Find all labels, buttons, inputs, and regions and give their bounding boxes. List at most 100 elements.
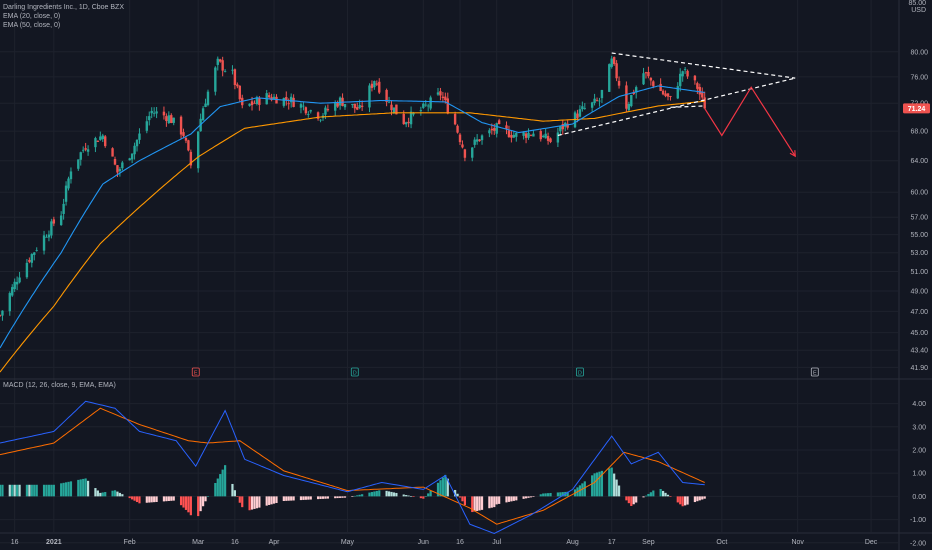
time-tick-label: Oct xyxy=(716,539,727,546)
candle-body xyxy=(490,128,494,131)
candle-body xyxy=(559,126,562,132)
candle-body xyxy=(598,100,601,102)
candle-body xyxy=(407,121,410,124)
candle-body xyxy=(544,133,547,139)
candle-body xyxy=(148,116,151,121)
candle-body xyxy=(8,293,11,312)
triangle-lower-line xyxy=(557,77,796,137)
macd-histogram-bar xyxy=(635,496,638,503)
macd-histogram-bar xyxy=(436,482,440,497)
candle-body xyxy=(338,97,342,106)
macd-histogram-bar xyxy=(179,496,183,506)
candle-body xyxy=(307,114,310,115)
macd-tick-label: 3.00 xyxy=(912,424,926,431)
macd-histogram-bar xyxy=(610,467,613,497)
macd-histogram-bar xyxy=(170,496,173,501)
candle-body xyxy=(532,133,535,137)
macd-histogram-bar xyxy=(473,496,476,512)
candle-body xyxy=(495,123,498,134)
ema50-legend: EMA (50, close, 0) xyxy=(3,22,61,29)
macd-histogram-bar xyxy=(8,484,11,497)
macd-histogram-bar xyxy=(84,478,87,497)
candle-body xyxy=(238,85,241,100)
candle-body xyxy=(233,69,237,86)
macd-histogram-bar xyxy=(647,493,650,497)
macd-histogram-bar xyxy=(368,492,371,497)
candle-body xyxy=(304,107,308,114)
macd-histogram-bar xyxy=(630,496,633,506)
candle-body xyxy=(28,260,31,262)
macd-histogram-bar xyxy=(676,496,679,503)
time-tick-label: 16 xyxy=(231,539,239,546)
candle-body xyxy=(50,221,53,236)
candle-body xyxy=(539,131,542,140)
macd-histogram-bar xyxy=(150,496,153,503)
macd-histogram-bar xyxy=(0,484,2,497)
candle-body xyxy=(155,111,158,114)
grid-lines xyxy=(0,0,898,544)
macd-histogram-bar xyxy=(172,496,175,501)
macd-histogram-bar xyxy=(77,479,80,497)
candle-body xyxy=(145,121,149,131)
candle-body xyxy=(316,112,320,119)
price-top-label: 85.00 xyxy=(908,0,926,7)
candle-body xyxy=(360,105,364,107)
candle-body xyxy=(96,140,100,142)
event-marker-label: D xyxy=(353,371,357,377)
candle-body xyxy=(441,96,445,99)
event-marker-label: E xyxy=(194,371,198,377)
macd-histogram-bar xyxy=(632,496,635,505)
macd-histogram-bar xyxy=(316,496,320,500)
macd-histogram-bar xyxy=(598,471,601,497)
macd-histogram-bar xyxy=(118,492,121,497)
candle-body xyxy=(505,125,508,129)
candle-body xyxy=(94,138,97,148)
candle-body xyxy=(395,104,398,115)
candle-body xyxy=(404,122,408,125)
candle-body xyxy=(282,98,286,106)
event-marker-label: D xyxy=(578,371,582,377)
macd-histogram-bar xyxy=(25,484,29,497)
candle-body xyxy=(542,135,545,138)
macd-histogram-bar xyxy=(135,496,139,503)
macd-histogram xyxy=(0,465,706,517)
price-tick-label: 68.00 xyxy=(910,129,928,136)
macd-histogram-bar xyxy=(522,496,525,499)
macd-histogram-bar xyxy=(309,496,312,500)
macd-histogram-bar xyxy=(285,496,288,501)
macd-histogram-bar xyxy=(62,482,65,497)
macd-histogram-bar xyxy=(407,495,410,497)
macd-histogram-bar xyxy=(495,496,498,505)
candle-body xyxy=(683,69,687,71)
macd-histogram-bar xyxy=(30,484,33,497)
macd-tick-label: 4.00 xyxy=(912,401,926,408)
candle-body xyxy=(617,80,621,86)
candle-body xyxy=(42,235,46,251)
macd-histogram-bar xyxy=(375,490,378,497)
candle-body xyxy=(681,71,684,77)
macd-histogram-bar xyxy=(510,496,513,502)
candle-body xyxy=(581,106,584,110)
candle-body xyxy=(356,107,359,110)
candle-body xyxy=(524,133,528,138)
candle-body xyxy=(419,110,423,112)
price-tick-label: 57.00 xyxy=(910,215,928,222)
macd-line xyxy=(0,400,705,535)
candle-body xyxy=(630,95,633,107)
candle-body xyxy=(666,93,670,97)
candle-body xyxy=(453,113,457,125)
candle-body xyxy=(309,110,312,112)
candle-body xyxy=(556,132,560,143)
macd-histogram-bar xyxy=(339,496,342,498)
candle-body xyxy=(375,83,379,85)
macd-histogram-bar xyxy=(461,496,464,502)
candle-body xyxy=(287,103,290,105)
candle-body xyxy=(170,115,173,123)
candle-body xyxy=(18,277,21,283)
macd-histogram-bar xyxy=(463,496,467,506)
macd-histogram-bar xyxy=(214,482,217,497)
candle-body xyxy=(255,97,259,104)
candle-body xyxy=(378,81,381,93)
candle-body xyxy=(47,234,51,238)
